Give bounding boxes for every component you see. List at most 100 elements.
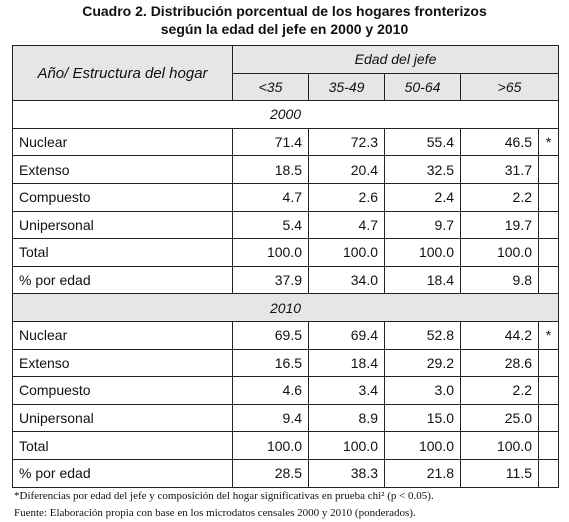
cell-value: 20.4 [308,155,385,184]
note-cell [537,155,560,184]
note-cell [537,403,560,433]
row-label: Unipersonal [12,210,233,240]
year-row: 2000 [11,100,560,129]
cell-value: 100.0 [460,431,539,460]
cell-value: 9.8 [460,265,539,295]
cell-value: 3.0 [384,376,461,405]
cell-value: 100.0 [460,238,539,267]
footnote: Fuente: Elaboración propia con base en l… [14,507,416,519]
cell-value: 100.0 [384,238,461,267]
cell-value: 72.3 [308,127,385,157]
column-header: 50-64 [384,72,461,102]
cell-value: 28.6 [460,348,539,378]
cell-value: 100.0 [384,431,461,460]
cell-value: 44.2 [460,320,539,350]
cell-value: 2.2 [460,376,539,405]
cell-value: 100.0 [232,431,309,460]
row-label-header: Año/ Estructura del hogar [12,44,233,102]
data-row: Unipersonal 5.4 4.7 9.7 19.7 [12,210,560,240]
title-line: según la edad del jefe en 2000 y 2010 [160,21,409,37]
cell-value: 3.4 [308,376,385,405]
data-row: Compuesto 4.6 3.4 3.0 2.2 [12,376,560,405]
data-row: Extenso 16.5 18.4 29.2 28.6 [12,348,560,378]
cell-value: 69.5 [232,320,309,350]
cell-value: 8.9 [308,403,385,433]
cell-value: 100.0 [232,238,309,267]
row-label: Compuesto [12,376,233,405]
footnote: *Diferencias por edad del jefe y composi… [14,490,434,502]
data-row: Extenso 18.5 20.4 32.5 31.7 [12,155,560,184]
cell-value: 9.7 [384,210,461,240]
cell-value: 18.5 [232,155,309,184]
year-label: 2010 [11,293,560,322]
note-cell [537,458,560,488]
title-line: Cuadro 2. Distribución porcentual de los… [82,3,487,19]
note-cell [537,238,560,267]
data-row: % por edad 37.9 34.0 18.4 9.8 [12,265,560,295]
cell-value: 4.6 [232,376,309,405]
cell-value: 2.4 [384,182,461,212]
cell-value: 21.8 [384,458,461,488]
cell-value: 11.5 [460,458,539,488]
cell-value: 38.3 [308,458,385,488]
row-label: % por edad [12,458,233,488]
cell-value: 19.7 [460,210,539,240]
note-cell [537,182,560,212]
row-label: Total [12,431,233,460]
data-row: Compuesto 4.7 2.6 2.4 2.2 [12,182,560,212]
row-label: Nuclear [12,127,233,157]
row-label: Extenso [12,348,233,378]
cell-value: 34.0 [308,265,385,295]
cell-value: 5.4 [232,210,309,240]
row-label: Extenso [12,155,233,184]
data-row: Nuclear 71.4 72.3 55.4 46.5 * [12,127,560,157]
row-label: % por edad [12,265,233,295]
cell-value: 25.0 [460,403,539,433]
group-header: Edad del jefe [231,45,560,74]
data-row: Nuclear 69.5 69.4 52.8 44.2 * [12,320,560,350]
note-cell [537,376,560,405]
cell-value: 69.4 [308,320,385,350]
cell-value: 55.4 [384,127,461,157]
cell-value: 16.5 [232,348,309,378]
data-row: Total 100.0 100.0 100.0 100.0 [12,238,560,267]
cell-value: 4.7 [308,210,385,240]
row-label: Total [12,238,233,267]
data-row: % por edad 28.5 38.3 21.8 11.5 [12,458,560,488]
cell-value: 37.9 [232,265,309,295]
cell-value: 28.5 [232,458,309,488]
cell-value: 52.8 [384,320,461,350]
year-row: 2010 [11,293,560,322]
cell-value: 32.5 [384,155,461,184]
note-cell [537,210,560,240]
cell-value: 100.0 [308,238,385,267]
cell-value: 4.7 [232,182,309,212]
row-label: Unipersonal [12,403,233,433]
column-header: <35 [232,72,309,102]
year-label: 2000 [11,100,560,129]
column-header: >65 [459,72,560,102]
cell-value: 46.5 [460,127,539,157]
data-table: Año/ Estructura del hogar Edad del jefe … [11,44,560,488]
cell-value: 2.2 [460,182,539,212]
data-row: Unipersonal 9.4 8.9 15.0 25.0 [12,403,560,433]
cell-value: 18.4 [384,265,461,295]
cell-value: 31.7 [460,155,539,184]
cell-value: 15.0 [384,403,461,433]
note-cell [537,265,560,295]
row-label: Compuesto [12,182,233,212]
note-cell: * [537,127,560,157]
cell-value: 29.2 [384,348,461,378]
cell-value: 18.4 [308,348,385,378]
cell-value: 71.4 [232,127,309,157]
data-row: Total 100.0 100.0 100.0 100.0 [12,431,560,460]
cell-value: 9.4 [232,403,309,433]
note-cell: * [537,320,560,350]
cell-value: 2.6 [308,182,385,212]
column-header: 35-49 [308,72,385,102]
cell-value: 100.0 [308,431,385,460]
row-label: Nuclear [12,320,233,350]
note-cell [537,431,560,460]
note-cell [537,348,560,378]
